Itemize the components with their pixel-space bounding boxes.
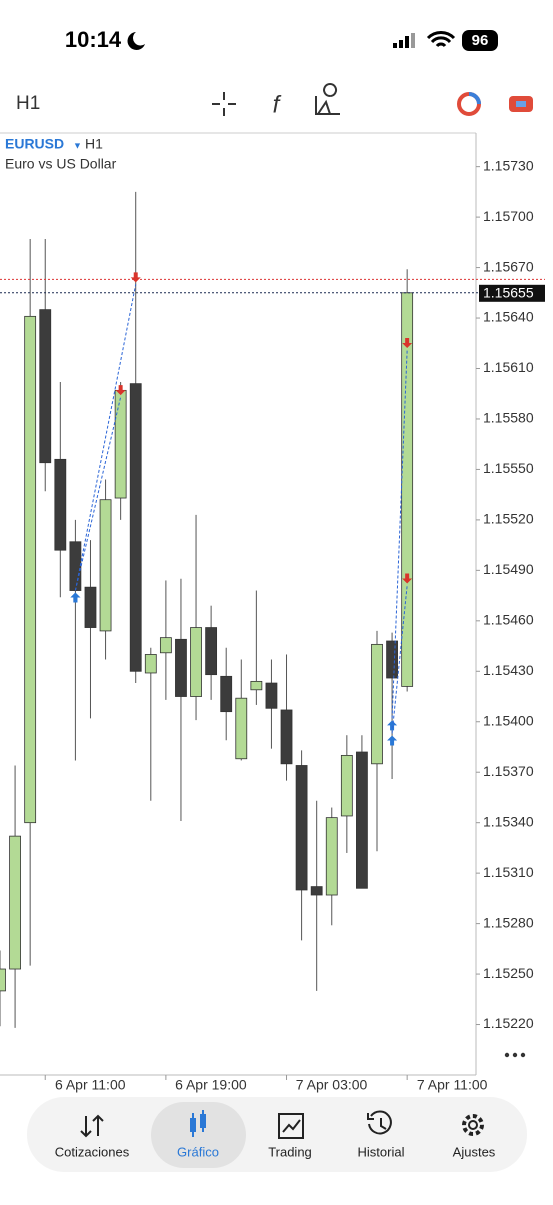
settings-icon [462,1114,484,1136]
quotes-icon [80,1114,104,1138]
account-icon-arc [468,92,481,105]
candle-body [220,675,233,713]
nav-label[interactable]: Gráfico [177,1144,219,1159]
timeframe-button[interactable]: H1 [16,93,40,114]
candle-body [54,458,67,551]
candle-body [9,835,21,970]
more-button[interactable] [504,1052,526,1058]
candle-body [356,751,368,889]
objects-button[interactable] [315,83,340,115]
candle-body [250,680,263,691]
candle-body [159,637,172,654]
candle-body [99,499,112,632]
candle-body [280,709,293,765]
indicators-button[interactable]: f [273,91,282,118]
candle-body [39,309,52,464]
y-tick-label: 1.15520 [483,511,534,527]
candle-body [310,886,323,896]
nav-bar [27,1097,527,1172]
y-tick-label: 1.15370 [483,763,534,779]
y-tick-label: 1.15220 [483,1015,534,1031]
crosshair-button[interactable] [212,92,236,116]
nav-label[interactable]: Cotizaciones [55,1144,130,1159]
candle-body [205,627,218,676]
trade-line [391,349,408,719]
buy-arrow [70,592,81,603]
candle-body [175,638,187,697]
nav-selected [151,1102,246,1168]
plot [0,191,414,1028]
symbol[interactable]: EURUSD [5,136,64,152]
y-tick-label: 1.15640 [483,309,534,325]
y-tick-label: 1.15310 [483,864,534,880]
settings-icon-center [468,1120,478,1130]
y-tick-label: 1.15250 [483,965,534,981]
y-tick-label: 1.15490 [483,561,534,577]
battery-level: 96 [472,32,489,49]
candle-body [69,541,82,591]
x-tick-label: 7 Apr 11:00 [417,1077,488,1093]
sell-arrow [115,385,126,396]
candle-body [144,654,157,674]
x-tick-label: 7 Apr 03:00 [296,1077,368,1093]
nav-label[interactable]: Trading [268,1144,312,1159]
candle-body [24,315,37,824]
y-tick-label: 1.15730 [483,157,534,173]
symbol-description: Euro vs US Dollar [5,156,117,172]
trading-icon [278,1113,304,1139]
candle-body [235,697,248,760]
y-tick-label: 1.15280 [483,914,534,930]
nav-label[interactable]: Historial [358,1144,405,1159]
y-tick-label: 1.15460 [483,612,534,628]
nav-label[interactable]: Ajustes [453,1144,496,1159]
candle-body [190,627,202,697]
candle-body [129,383,142,672]
trade-line [74,284,137,591]
candle-body [0,968,6,992]
candle-body [114,389,127,499]
y-tick-label: 1.15550 [483,460,534,476]
buy-arrow [387,720,398,731]
candle-body [386,640,398,679]
y-tick-label: 1.15430 [483,662,534,678]
chart-timeframe: H1 [85,136,103,152]
chart-icon [190,1110,206,1137]
y-tick-label: 1.15670 [483,258,534,274]
y-tick-label: 1.15610 [483,359,534,375]
y-tick-label: 1.15400 [483,712,534,728]
candle-body [265,682,278,709]
candle-body [84,586,97,628]
battery [462,30,498,51]
y-tick-label: 1.15340 [483,813,534,829]
sell-arrow [402,573,413,584]
sell-arrow [130,272,141,283]
signal-icon [393,33,415,48]
wifi-icon [426,31,456,48]
symbol-dropdown[interactable]: ▼ [73,140,82,150]
x-tick-label: 6 Apr 19:00 [175,1077,247,1093]
x-tick-label: 6 Apr 11:00 [55,1077,126,1093]
price-tag-label: 1.15655 [483,285,534,301]
buy-arrow [387,735,398,746]
sell-arrow [402,337,413,348]
candle-body [295,765,308,891]
clock: 10:14 [65,27,122,52]
y-tick-label: 1.15580 [483,410,534,426]
y-tick-label: 1.15700 [483,208,534,224]
history-icon [367,1110,392,1135]
moon-icon [127,32,145,50]
candle-body [371,643,383,765]
trade-line [74,396,122,591]
candle-body [401,292,414,687]
trade-button-inner [516,101,526,107]
price-tag [479,284,545,302]
candle-body [340,754,353,817]
candle-body [325,817,338,896]
